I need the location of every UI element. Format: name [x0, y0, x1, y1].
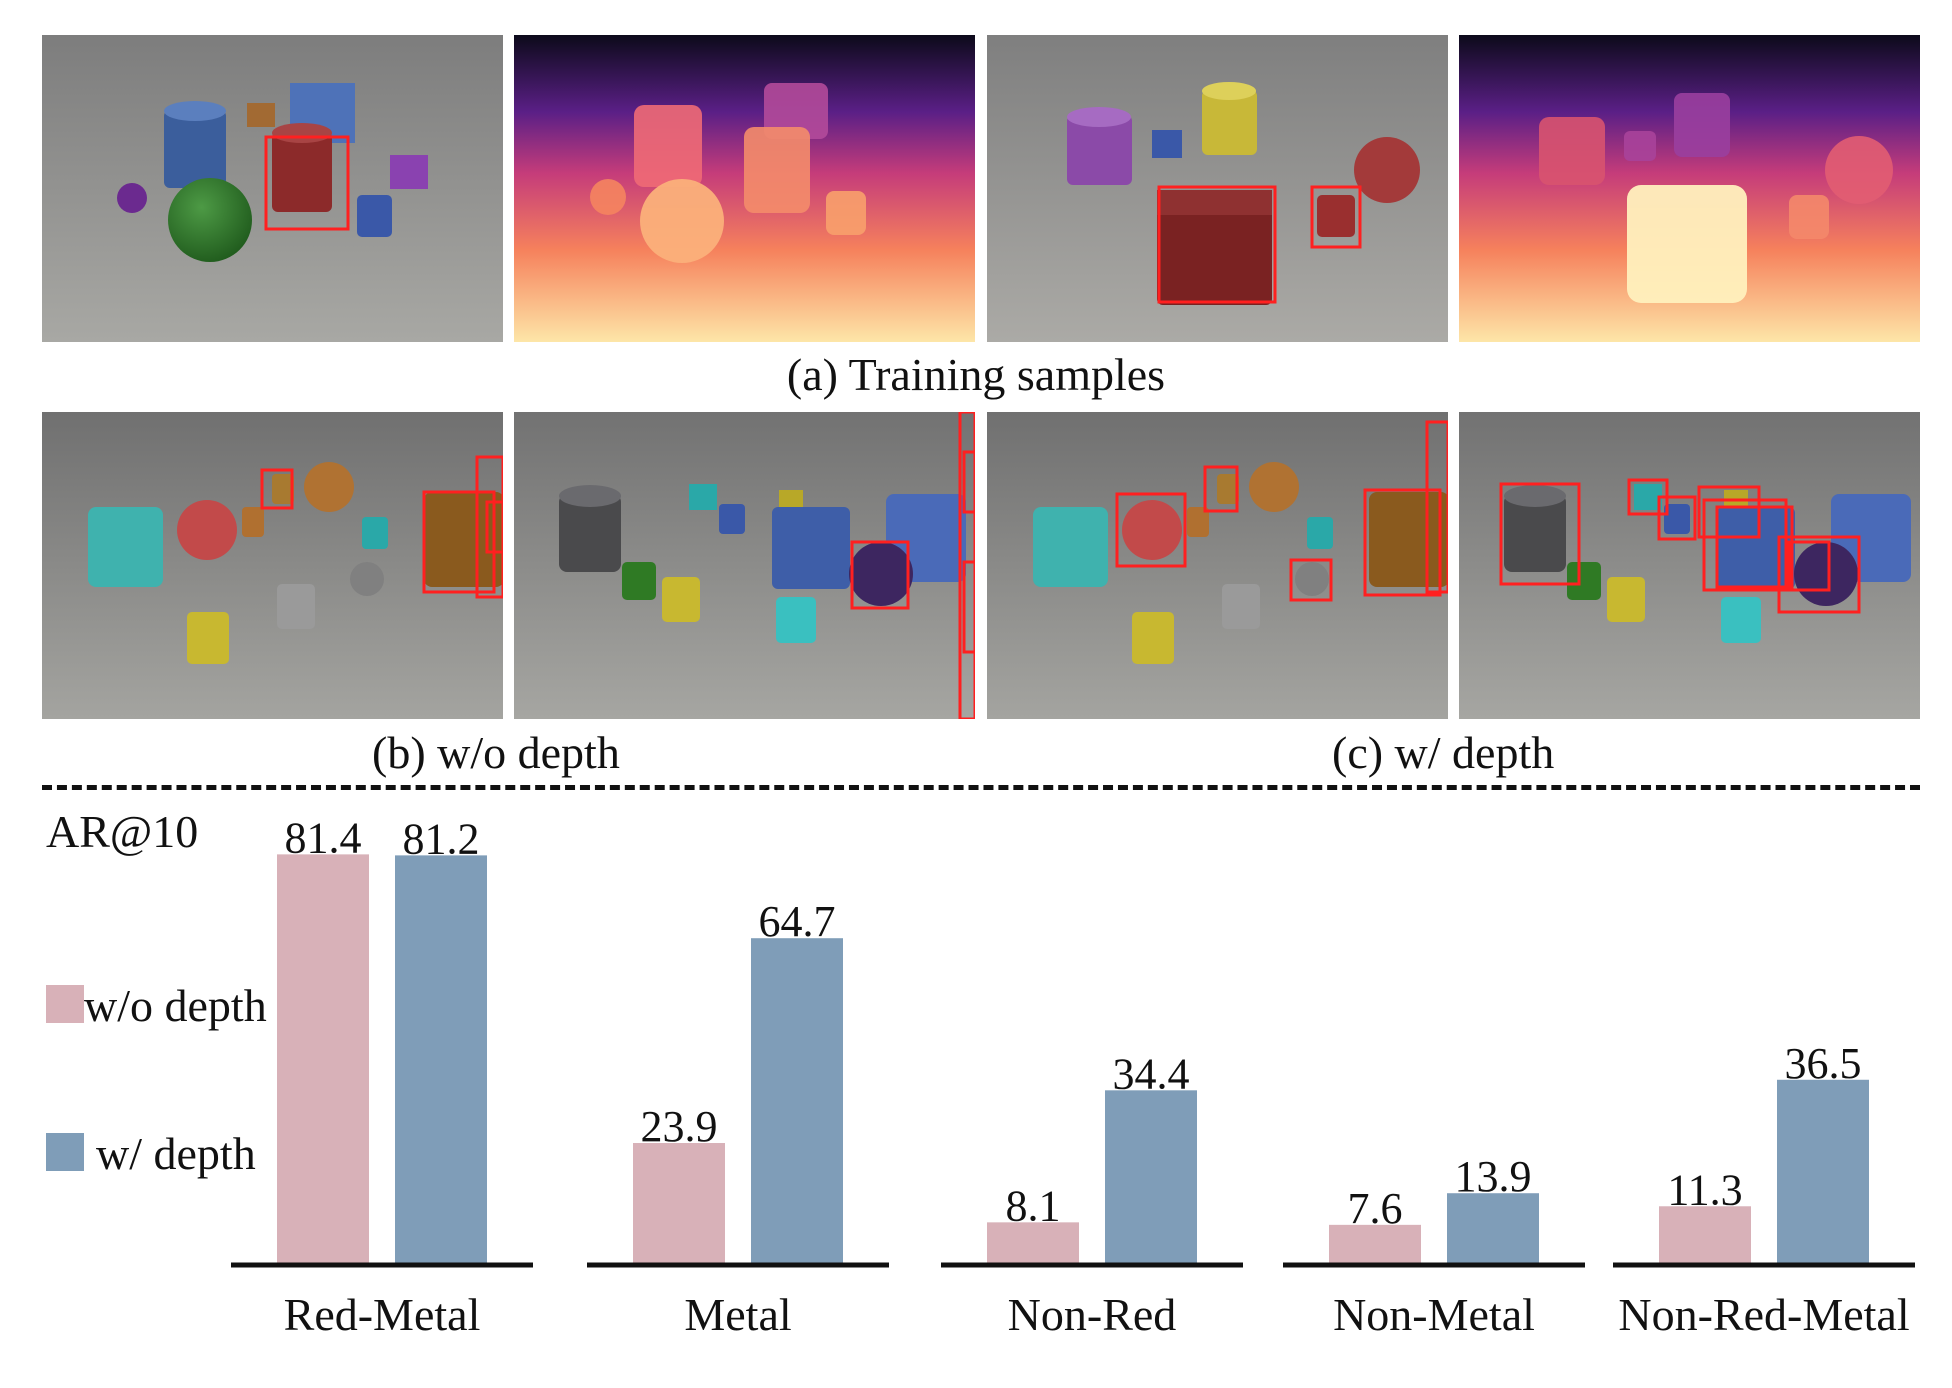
result-with-depth-1: [987, 412, 1448, 719]
bar-red-metal-with-depth: [395, 855, 487, 1263]
data-label: 8.1: [1006, 1181, 1061, 1230]
section-divider: [42, 785, 1920, 790]
caption-with-depth: (c) w/ depth: [1332, 727, 1555, 778]
data-label: 81.2: [403, 814, 480, 863]
caption-without-depth: (b) w/o depth: [372, 727, 620, 778]
data-label: 34.4: [1113, 1049, 1190, 1098]
training-sample-rgb-2: [987, 35, 1448, 342]
x-tick-label: Metal: [684, 1289, 791, 1340]
caption-training-samples: (a) Training samples: [786, 349, 1166, 400]
data-label: 23.9: [641, 1102, 718, 1151]
training-sample-depth-2: [1459, 35, 1920, 342]
data-label: 11.3: [1667, 1165, 1742, 1214]
bar-non-red-without-depth: [987, 1222, 1079, 1263]
x-tick-label: Red-Metal: [284, 1289, 481, 1340]
y-axis-label: AR@10: [46, 806, 198, 857]
result-without-depth-1: [42, 412, 503, 719]
bar-non-red-metal-with-depth: [1777, 1079, 1869, 1263]
bar-metal-without-depth: [633, 1143, 725, 1263]
data-label: 64.7: [759, 897, 836, 946]
bar-red-metal-without-depth: [277, 854, 369, 1263]
legend-label-without-depth: w/o depth: [84, 980, 267, 1031]
x-tick-label: Non-Red-Metal: [1618, 1289, 1909, 1340]
result-with-depth-2: [1459, 412, 1920, 719]
ar10-bar-chart: AR@10 w/o depth w/ depth 81.4 81.2 Red-Metal 2…: [46, 806, 1915, 1340]
training-sample-depth-1: [514, 35, 975, 342]
data-label: 13.9: [1455, 1152, 1532, 1201]
legend-swatch-without-depth: [46, 985, 84, 1023]
training-sample-rgb-1: [42, 35, 503, 342]
data-label: 36.5: [1785, 1039, 1862, 1088]
data-label: 7.6: [1348, 1184, 1403, 1233]
bar-non-metal-with-depth: [1447, 1193, 1539, 1263]
bar-non-metal-without-depth: [1329, 1224, 1421, 1263]
legend-label-with-depth: w/ depth: [96, 1128, 256, 1179]
x-tick-label: Non-Metal: [1333, 1289, 1535, 1340]
x-tick-label: Non-Red: [1008, 1289, 1177, 1340]
bar-non-red-metal-without-depth: [1659, 1206, 1751, 1263]
data-label: 81.4: [285, 813, 362, 862]
bar-non-red-with-depth: [1105, 1090, 1197, 1263]
result-without-depth-2: [514, 412, 975, 719]
bar-metal-with-depth: [751, 938, 843, 1263]
legend-swatch-with-depth: [46, 1133, 84, 1171]
